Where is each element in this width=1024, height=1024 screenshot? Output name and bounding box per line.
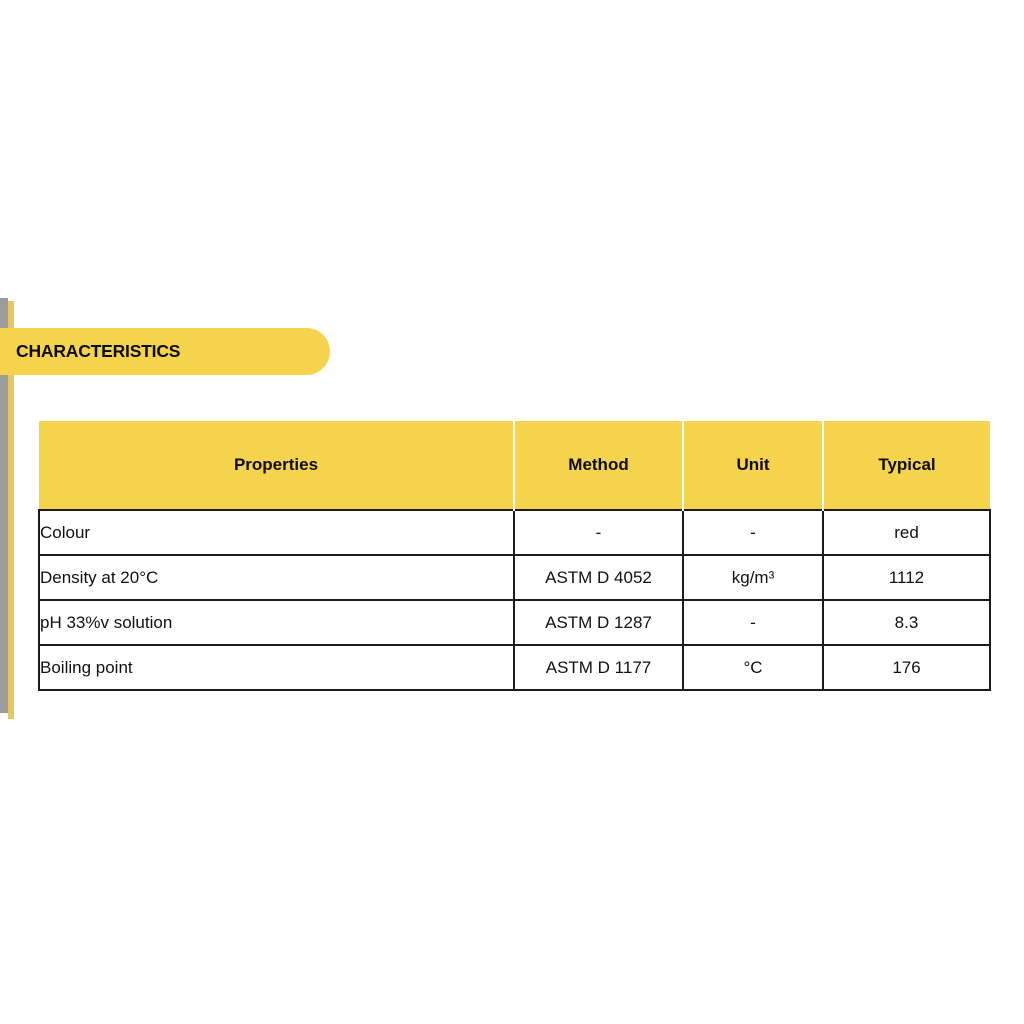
- cell-typical: red: [822, 509, 991, 556]
- header-row: Properties Method Unit Typical: [39, 421, 990, 510]
- cell-property: Boiling point: [38, 644, 515, 691]
- section-banner: CHARACTERISTICS: [0, 328, 330, 375]
- cell-unit: °C: [682, 644, 824, 691]
- cell-typical: 1112: [822, 554, 991, 601]
- column-header-properties: Properties: [39, 421, 514, 510]
- table-row: Density at 20°C ASTM D 4052 kg/m³ 1112: [38, 554, 991, 601]
- table-body: Colour - - red Density at 20°C ASTM D 40…: [38, 509, 991, 691]
- column-header-method: Method: [513, 421, 683, 510]
- table-row: Boiling point ASTM D 1177 °C 176: [38, 644, 991, 691]
- cell-property: pH 33%v solution: [38, 599, 515, 646]
- left-accent-strip: [8, 301, 14, 719]
- cell-method: ASTM D 4052: [513, 554, 684, 601]
- column-header-typical: Typical: [822, 421, 990, 510]
- cell-property: Colour: [38, 509, 515, 556]
- characteristics-table: Properties Method Unit Typical Colour - …: [38, 421, 991, 691]
- cell-unit: -: [682, 509, 824, 556]
- column-header-unit: Unit: [682, 421, 823, 510]
- left-gray-bar: [0, 298, 8, 713]
- cell-typical: 8.3: [822, 599, 991, 646]
- cell-method: ASTM D 1177: [513, 644, 684, 691]
- cell-typical: 176: [822, 644, 991, 691]
- table-row: pH 33%v solution ASTM D 1287 - 8.3: [38, 599, 991, 646]
- table-header: Properties Method Unit Typical: [39, 421, 990, 510]
- cell-method: -: [513, 509, 684, 556]
- cell-unit: kg/m³: [682, 554, 824, 601]
- table-row: Colour - - red: [38, 509, 991, 556]
- cell-unit: -: [682, 599, 824, 646]
- section-title: CHARACTERISTICS: [16, 341, 181, 361]
- cell-property: Density at 20°C: [38, 554, 515, 601]
- cell-method: ASTM D 1287: [513, 599, 684, 646]
